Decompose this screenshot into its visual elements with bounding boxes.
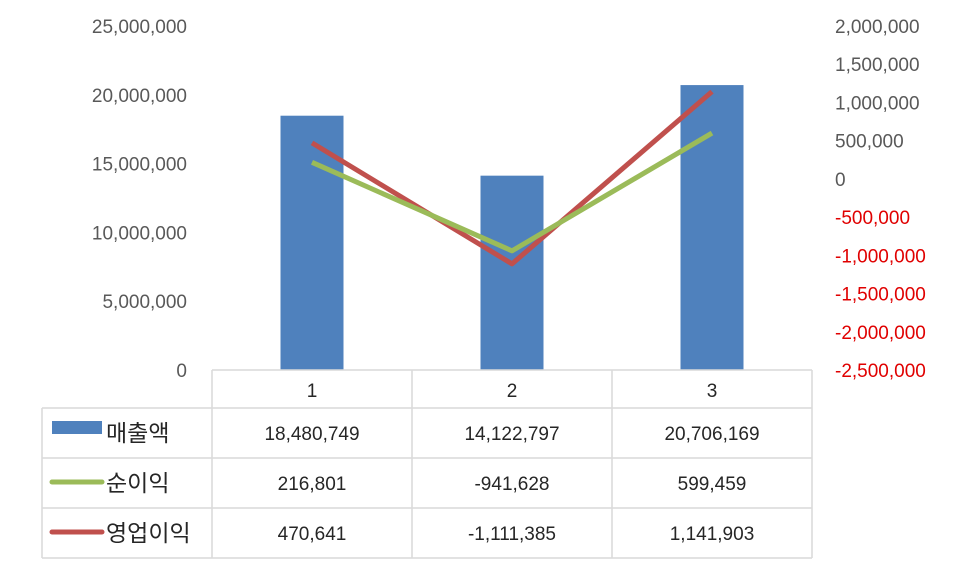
- right-tick-label: 2,000,000: [835, 17, 920, 38]
- left-axis-ticks: 25,000,000 20,000,000 15,000,000 10,000,000…: [92, 17, 187, 382]
- data-table: 1 2 3 매출액 18,480,749 14,122,797 20,706,169 순이익 2…: [41, 369, 813, 559]
- category-label: 2: [507, 381, 518, 402]
- data-label: -1,111,385: [468, 524, 556, 545]
- right-tick-label: 0: [835, 170, 846, 191]
- left-tick-label: 25,000,000: [92, 17, 187, 38]
- series-line: [310, 89, 714, 267]
- legend-key: [52, 421, 102, 434]
- category-label: 3: [707, 381, 718, 402]
- left-tick-label: 10,000,000: [92, 223, 187, 244]
- data-label: 599,459: [678, 474, 747, 495]
- data-label: -941,628: [474, 474, 549, 495]
- series-name: 순이익: [106, 471, 169, 497]
- bar: [480, 175, 544, 370]
- data-label: 18,480,749: [264, 424, 359, 445]
- right-tick-label: -1,500,000: [835, 285, 926, 306]
- right-tick-label: 500,000: [835, 132, 904, 153]
- data-label: 20,706,169: [664, 424, 759, 445]
- left-tick-label: 20,000,000: [92, 86, 187, 107]
- right-tick-label: 1,000,000: [835, 93, 920, 114]
- category-label: 1: [307, 381, 318, 402]
- right-tick-label: -2,500,000: [835, 361, 926, 382]
- right-tick-label: -2,000,000: [835, 323, 926, 344]
- right-tick-label: -500,000: [835, 208, 910, 229]
- right-tick-label: -1,000,000: [835, 246, 926, 267]
- data-label: 216,801: [278, 474, 347, 495]
- right-axis-ticks: 2,000,000 1,500,000 1,000,000 500,000 0 -500,…: [835, 17, 926, 382]
- series-name: 영업이익: [106, 521, 191, 547]
- data-label: 470,641: [278, 524, 347, 545]
- data-label: 14,122,797: [464, 424, 559, 445]
- left-tick-label: 0: [176, 361, 187, 382]
- line-series: [310, 89, 714, 267]
- series-name: 매출액: [106, 421, 169, 447]
- right-tick-label: 1,500,000: [835, 55, 920, 76]
- left-tick-label: 5,000,000: [102, 292, 187, 313]
- left-tick-label: 15,000,000: [92, 155, 187, 176]
- bar: [680, 85, 744, 370]
- series-line: [310, 130, 714, 254]
- data-label: 1,141,903: [670, 524, 755, 545]
- bar-series: [280, 85, 744, 370]
